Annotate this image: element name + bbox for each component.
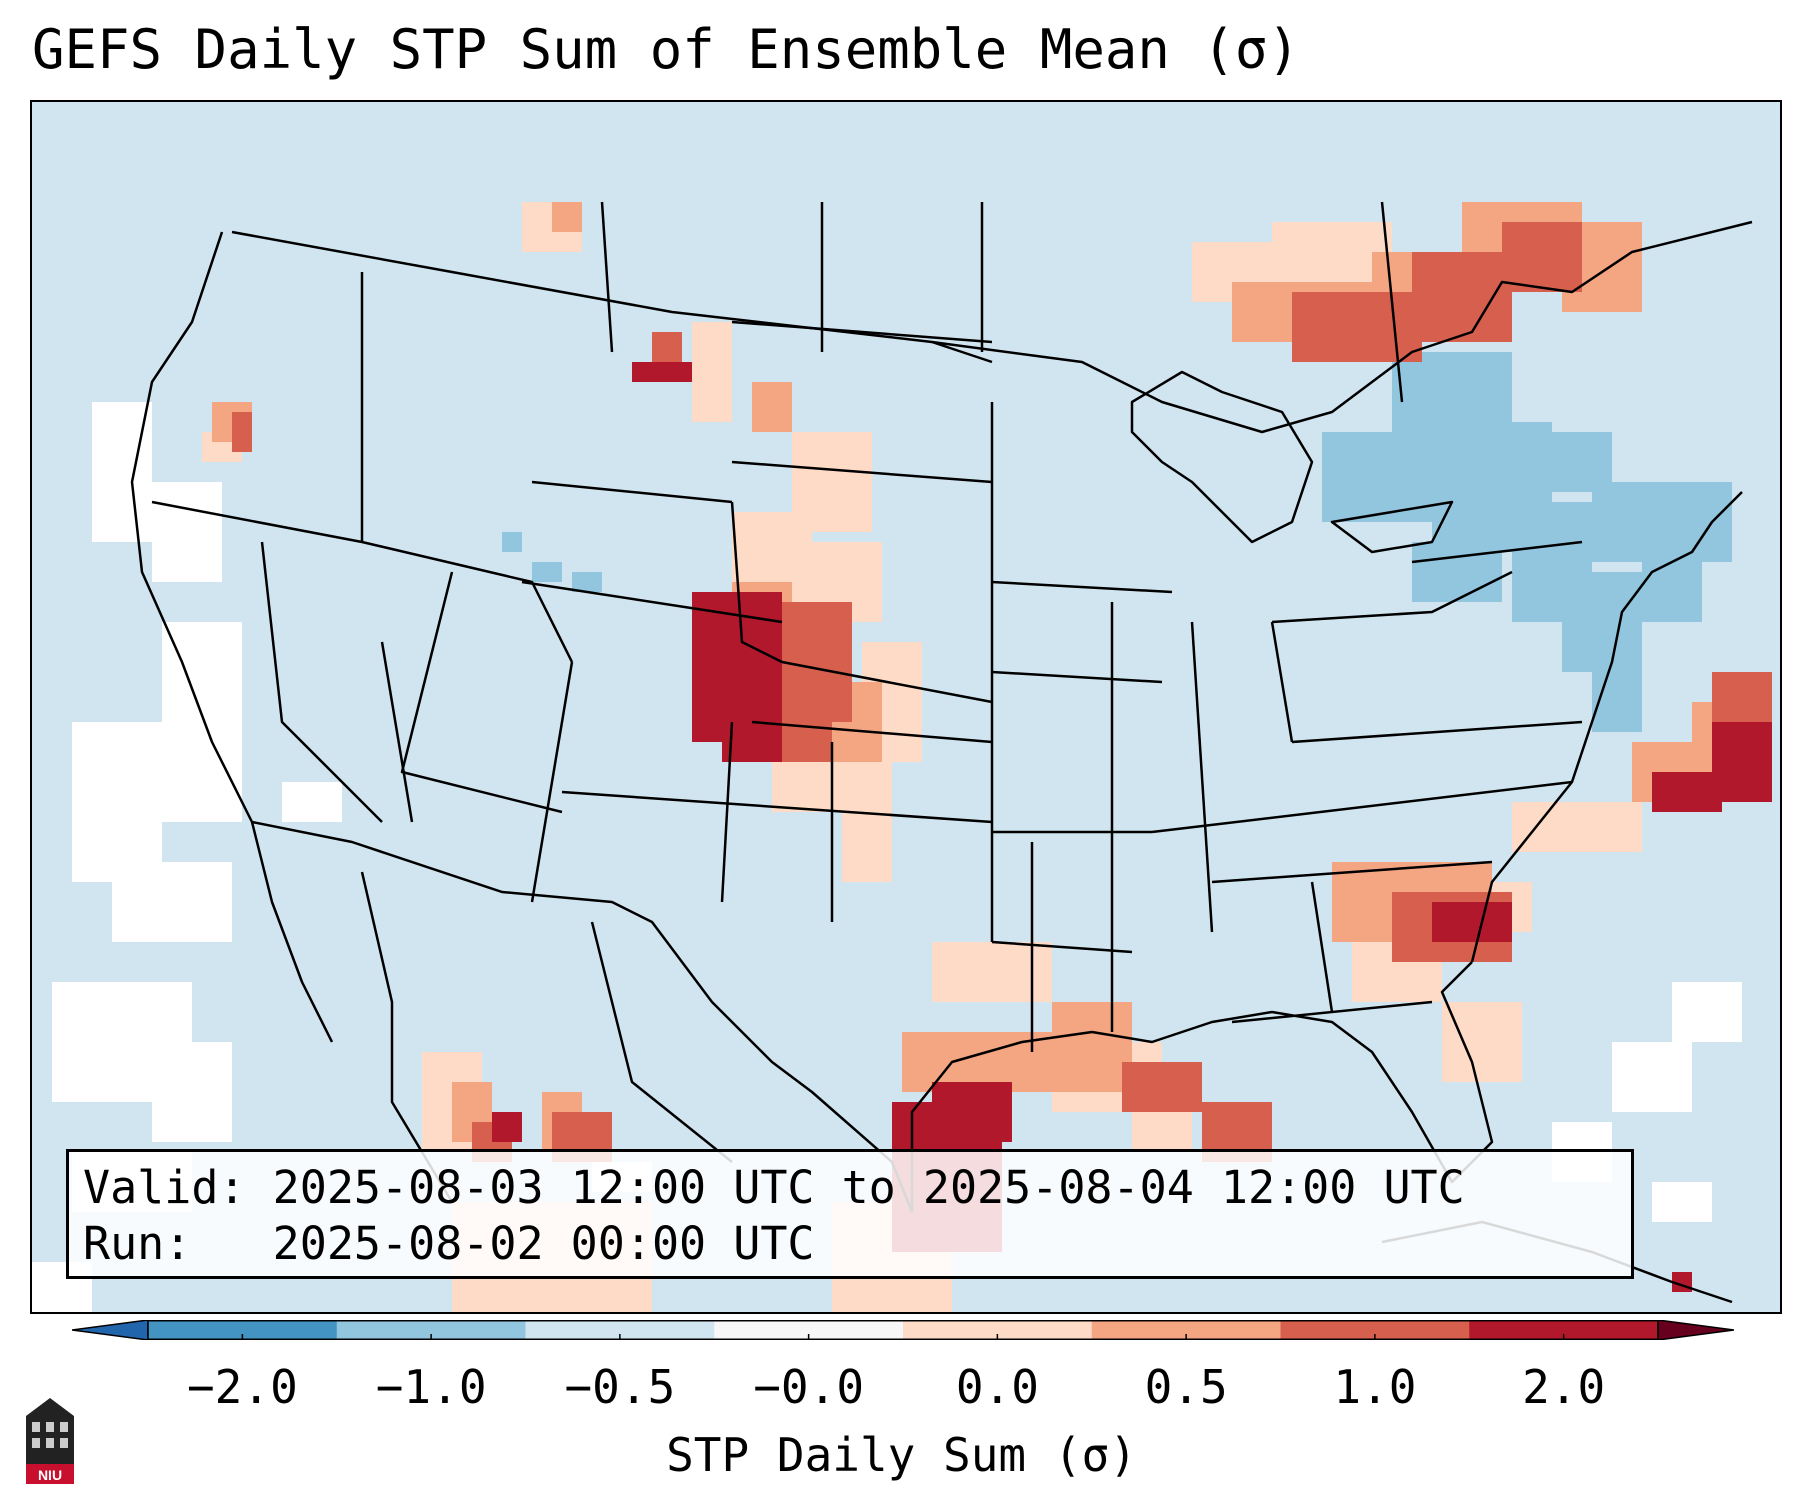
colorbar-tick-label: −0.5 <box>564 1360 676 1414</box>
validity-info-box: Valid: 2025-08-03 12:00 UTC to 2025-08-0… <box>66 1149 1634 1279</box>
neutral-field <box>32 402 1742 1312</box>
run-row: Run: 2025-08-02 00:00 UTC <box>83 1216 1617 1272</box>
colorbar-segment <box>148 1320 338 1340</box>
map-panel <box>30 100 1782 1314</box>
run-label: Run: <box>83 1217 192 1270</box>
colorbar-segment <box>903 1320 1093 1340</box>
colorbar-tick-label: 0.0 <box>955 1360 1039 1414</box>
colorbar-segment <box>1280 1320 1470 1340</box>
valid-value: 2025-08-03 12:00 UTC to 2025-08-04 12:00… <box>272 1161 1465 1214</box>
colorbar-segments <box>72 1320 1734 1340</box>
logo-text: NIU <box>38 1467 62 1483</box>
colorbar-tick-label: 0.5 <box>1144 1360 1228 1414</box>
valid-row: Valid: 2025-08-03 12:00 UTC to 2025-08-0… <box>83 1160 1617 1216</box>
colorbar-segment <box>336 1320 526 1340</box>
valid-label: Valid: <box>83 1161 246 1214</box>
colorbar-label: STP Daily Sum (σ) <box>666 1428 1137 1482</box>
colorbar-segment <box>1091 1320 1281 1340</box>
colorbar-tick-label: −2.0 <box>186 1360 298 1414</box>
map-canvas <box>32 102 1780 1312</box>
colorbar-segment <box>714 1320 904 1340</box>
colorbar-tick-label: −0.0 <box>753 1360 865 1414</box>
colorbar-extend-low <box>72 1320 149 1340</box>
colorbar-tick-label: −1.0 <box>375 1360 487 1414</box>
colorbar-extend-high <box>1657 1320 1734 1340</box>
colorbar <box>72 1320 1734 1340</box>
colorbar-segment <box>525 1320 715 1340</box>
colorbar-segment <box>1469 1320 1659 1340</box>
colorbar-frame <box>147 1320 1659 1340</box>
niu-logo-icon: NIU <box>26 1398 74 1484</box>
colorbar-tick-label: 1.0 <box>1333 1360 1417 1414</box>
negative-field-northeast <box>502 352 1732 732</box>
map-title: GEFS Daily STP Sum of Ensemble Mean (σ) <box>32 18 1300 81</box>
run-value: 2025-08-02 00:00 UTC <box>272 1217 815 1270</box>
colorbar-tick-label: 2.0 <box>1522 1360 1606 1414</box>
